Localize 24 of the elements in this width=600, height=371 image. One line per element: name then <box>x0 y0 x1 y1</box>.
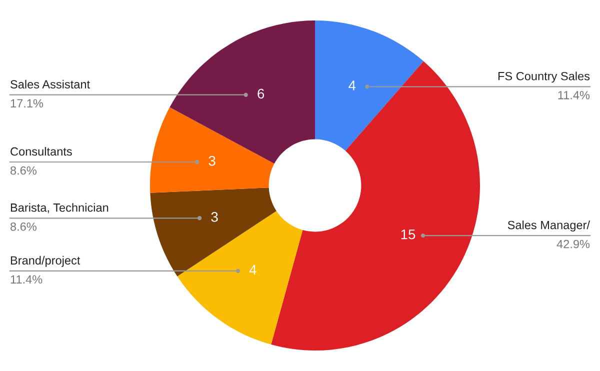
donut-slice <box>315 20 424 151</box>
text: 8.6% <box>10 166 36 175</box>
data-label: 6 <box>258 88 264 99</box>
slice-label: Sales Assistant <box>10 80 90 89</box>
slice-label: Sales Manager/ <box>508 220 590 232</box>
donut-slice <box>150 107 274 193</box>
slice-label: Brand/project <box>10 256 80 267</box>
data-label: 3 <box>211 212 218 222</box>
text: 8.6% <box>10 222 36 231</box>
text: 11.4% <box>10 275 42 284</box>
donut-slice <box>271 61 480 350</box>
text: 17.1% <box>10 99 44 108</box>
donut-slice <box>177 210 303 345</box>
data-label: 4 <box>249 264 256 275</box>
slice-label: Consultants <box>10 146 72 156</box>
data-label: 3 <box>208 156 216 166</box>
donut-slice <box>150 188 276 276</box>
slice-label: FS Country Sales <box>498 72 590 83</box>
slice-label: Barista, Technician <box>10 203 108 214</box>
text: 42.9% <box>556 240 590 248</box>
data-label: 4 <box>348 80 356 90</box>
donut-slice <box>170 20 315 164</box>
text: 11.4% <box>558 90 590 100</box>
data-label: 15 <box>401 230 416 240</box>
